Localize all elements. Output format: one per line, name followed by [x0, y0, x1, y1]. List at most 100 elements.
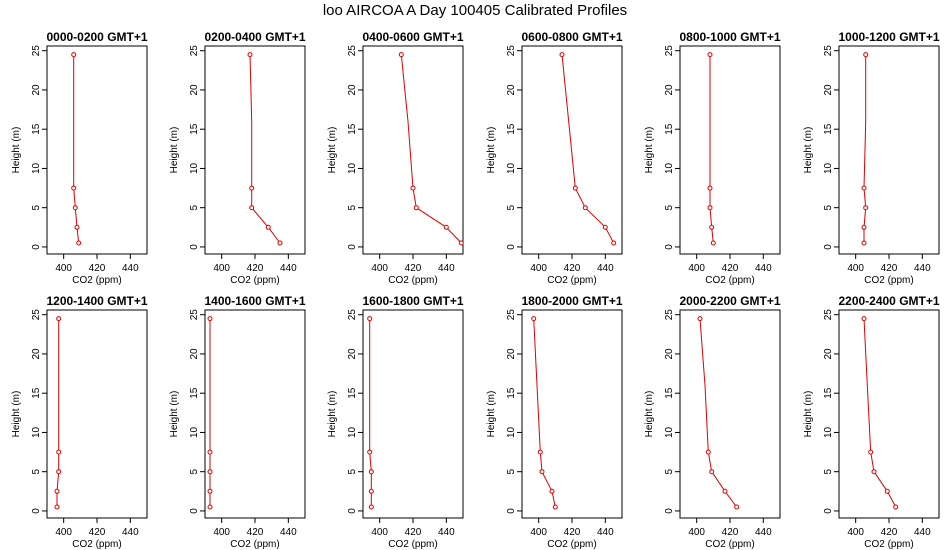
profile-point — [697, 316, 703, 322]
x-tick-label: 400 — [847, 263, 864, 274]
profile-line — [699, 318, 738, 508]
x-tick-label: 420 — [405, 263, 422, 274]
profile-point — [871, 469, 877, 475]
y-tick-label: 0 — [506, 244, 517, 250]
x-tick-label: 400 — [371, 527, 388, 538]
profile-point — [249, 205, 255, 211]
y-tick-label: 15 — [347, 387, 358, 399]
profile-panel: 0400-0600 GMT+1 400 420 440 0 5 10 15 20 25 CO2 (p… — [327, 30, 464, 286]
y-tick-label: 20 — [664, 84, 675, 96]
profile-point — [410, 185, 416, 191]
profile-point — [72, 205, 78, 211]
y-tick-label: 0 — [347, 508, 358, 514]
profile-line — [400, 54, 462, 244]
plot-frame — [838, 309, 940, 519]
y-tick-label: 20 — [31, 84, 42, 96]
y-tick-label: 20 — [506, 84, 517, 96]
panel-title: 0800-1000 GMT+1 — [679, 30, 780, 44]
profile-line — [369, 318, 372, 507]
y-axis-label: Height (m) — [169, 127, 180, 174]
profile-panel: 0000-0200 GMT+1 400 420 440 0 5 10 15 20 25 CO2 (p… — [11, 30, 148, 286]
plot-frame — [521, 309, 623, 519]
profile-point — [861, 185, 867, 191]
profile-point — [277, 240, 283, 246]
y-tick-label: 0 — [347, 244, 358, 250]
x-axis-label: CO2 (ppm) — [72, 539, 121, 550]
y-tick-label: 25 — [823, 309, 834, 321]
y-axis-label: Height (m) — [803, 127, 814, 174]
profile-point — [539, 469, 545, 475]
y-tick-label: 15 — [347, 123, 358, 135]
panel-title: 1400-1600 GMT+1 — [204, 294, 305, 308]
y-tick-label: 20 — [823, 84, 834, 96]
profile-line — [863, 318, 897, 508]
profile-point — [56, 469, 62, 475]
y-tick-label: 25 — [664, 45, 675, 57]
y-tick-label: 25 — [189, 45, 200, 57]
y-axis-label: Height (m) — [486, 127, 497, 174]
profile-panel: 1800-2000 GMT+1 400 420 440 0 5 10 15 20 25 CO2 (p… — [486, 294, 623, 550]
x-tick-label: 400 — [530, 527, 547, 538]
y-axis-label: Height (m) — [11, 127, 22, 174]
y-tick-label: 15 — [189, 387, 200, 399]
x-tick-label: 440 — [280, 527, 297, 538]
x-tick-label: 420 — [247, 263, 264, 274]
y-tick-label: 15 — [823, 387, 834, 399]
x-tick-label: 400 — [213, 527, 230, 538]
profile-point — [367, 449, 373, 455]
y-tick-label: 25 — [506, 309, 517, 321]
profile-line — [73, 54, 80, 244]
panel-title: 1600-1800 GMT+1 — [362, 294, 463, 308]
y-axis-label: Height (m) — [803, 391, 814, 438]
profile-point — [722, 488, 728, 494]
profile-panel: 0200-0400 GMT+1 400 420 440 0 5 10 15 20 25 CO2 (p… — [169, 30, 306, 286]
profile-panel: 2200-2400 GMT+1 400 420 440 0 5 10 15 20 25 CO2 (p… — [803, 294, 940, 550]
profile-panel: 0600-0800 GMT+1 400 420 440 0 5 10 15 20 25 CO2 (p… — [486, 30, 623, 286]
y-tick-label: 20 — [823, 348, 834, 360]
panel-title: 1000-1200 GMT+1 — [838, 30, 939, 44]
y-tick-label: 15 — [506, 387, 517, 399]
plot-frame — [362, 309, 464, 519]
panel-title: 1800-2000 GMT+1 — [521, 294, 622, 308]
y-tick-label: 5 — [823, 468, 834, 474]
profile-point — [207, 488, 213, 494]
profile-point — [709, 469, 715, 475]
profile-point — [71, 185, 77, 191]
y-tick-label: 10 — [189, 162, 200, 174]
x-tick-label: 400 — [530, 263, 547, 274]
y-axis-label: Height (m) — [169, 391, 180, 438]
x-tick-label: 400 — [688, 263, 705, 274]
y-tick-label: 5 — [347, 204, 358, 210]
y-tick-label: 5 — [189, 204, 200, 210]
profile-point — [734, 504, 740, 510]
profile-point — [367, 316, 373, 322]
profile-point — [54, 488, 60, 494]
profile-point — [207, 316, 213, 322]
x-axis-label: CO2 (ppm) — [72, 275, 121, 286]
y-tick-label: 20 — [664, 348, 675, 360]
y-tick-label: 0 — [823, 508, 834, 514]
x-tick-label: 440 — [755, 263, 772, 274]
profile-point — [861, 240, 867, 246]
x-tick-label: 440 — [914, 527, 931, 538]
profile-point — [705, 449, 711, 455]
x-tick-label: 420 — [722, 527, 739, 538]
y-tick-label: 20 — [347, 84, 358, 96]
profile-point — [71, 52, 77, 58]
y-tick-label: 5 — [823, 204, 834, 210]
profile-panel: 1600-1800 GMT+1 400 420 440 0 5 10 15 20 25 CO2 (p… — [327, 294, 464, 550]
x-tick-label: 420 — [564, 263, 581, 274]
y-tick-label: 25 — [664, 309, 675, 321]
panel-title: 0000-0200 GMT+1 — [46, 30, 147, 44]
x-tick-label: 400 — [688, 527, 705, 538]
y-tick-label: 25 — [189, 309, 200, 321]
x-tick-label: 400 — [55, 527, 72, 538]
plot-frame — [204, 45, 306, 255]
x-tick-label: 420 — [564, 527, 581, 538]
profile-point — [265, 224, 271, 230]
profile-panel: 1200-1400 GMT+1 400 420 440 0 5 10 15 20 25 CO2 (p… — [11, 294, 148, 550]
profile-point — [707, 52, 713, 58]
x-tick-label: 440 — [280, 263, 297, 274]
profile-point — [368, 504, 374, 510]
